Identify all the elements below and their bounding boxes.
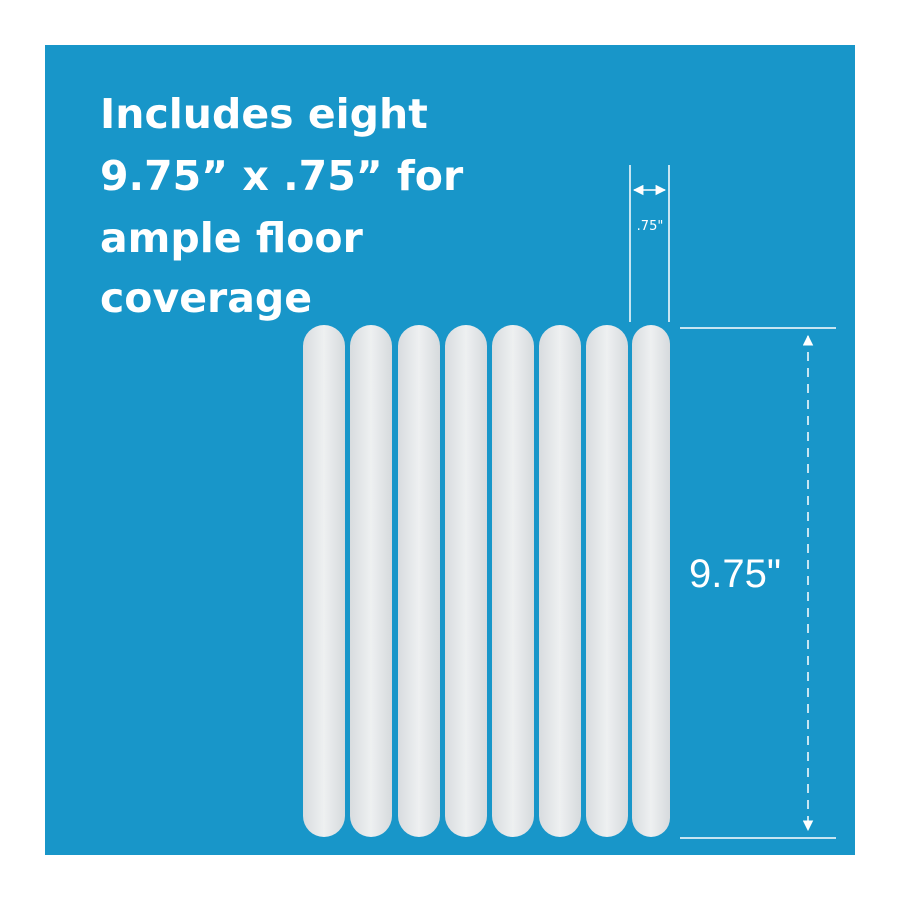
width-label: .75" <box>637 219 664 234</box>
strip <box>398 325 440 837</box>
strip <box>350 325 392 837</box>
width-dimension: .75" <box>629 165 670 322</box>
height-label: 9.75" <box>689 552 781 596</box>
strip <box>586 325 628 837</box>
strip <box>632 325 670 837</box>
height-dimension: 9.75" <box>680 327 836 839</box>
headline-line: ample floor <box>100 214 364 262</box>
strip <box>539 325 581 837</box>
strip <box>303 325 345 837</box>
strips <box>303 325 670 837</box>
strip <box>492 325 534 837</box>
headline-line: coverage <box>100 274 312 322</box>
strip <box>445 325 487 837</box>
headline-line: 9.75” x .75” for <box>100 152 464 200</box>
headline-line: Includes eight <box>100 90 428 138</box>
